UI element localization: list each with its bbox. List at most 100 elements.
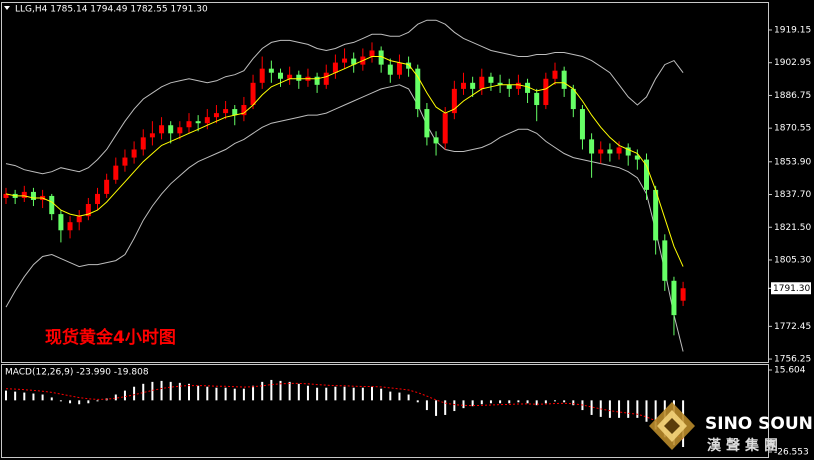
candle-body bbox=[442, 113, 448, 144]
macd-bar bbox=[178, 382, 181, 401]
candle-body bbox=[149, 133, 155, 138]
macd-bar bbox=[636, 400, 639, 418]
candle-body bbox=[579, 109, 585, 140]
macd-bar bbox=[252, 385, 255, 401]
macd-bar bbox=[325, 387, 328, 401]
macd-bar bbox=[32, 393, 35, 401]
macd-bar bbox=[306, 385, 309, 401]
candle-body bbox=[177, 127, 183, 134]
candle-body bbox=[415, 68, 421, 110]
macd-bar bbox=[142, 383, 145, 401]
chart-header: LLG,H4 1785.14 1794.49 1782.55 1791.30 bbox=[15, 5, 208, 15]
macd-bar bbox=[425, 400, 428, 411]
macd-bar bbox=[361, 387, 364, 401]
candle-body bbox=[534, 92, 540, 106]
macd-bar bbox=[59, 400, 62, 402]
macd-bar bbox=[627, 400, 630, 418]
macd-bar bbox=[380, 388, 383, 401]
y-tick-label: 1805.30 bbox=[774, 255, 811, 265]
macd-bar bbox=[654, 400, 657, 430]
macd-bar bbox=[471, 400, 474, 407]
candle-body bbox=[552, 70, 558, 79]
y-tick-label: 1870.55 bbox=[774, 124, 811, 134]
candle-body bbox=[671, 280, 677, 316]
candle-body bbox=[515, 82, 521, 89]
macd-bar bbox=[389, 391, 392, 401]
macd-bar bbox=[224, 387, 227, 401]
macd-bar bbox=[489, 400, 492, 404]
candle-body bbox=[122, 157, 128, 166]
candle-body bbox=[131, 149, 137, 158]
candle-body bbox=[76, 216, 82, 223]
candle-body bbox=[543, 78, 549, 106]
macd-panel-frame bbox=[1, 364, 769, 458]
macd-bar bbox=[435, 400, 438, 416]
macd-bar bbox=[444, 400, 447, 415]
candle-body bbox=[49, 195, 55, 215]
candle-body bbox=[223, 109, 229, 114]
candle-body bbox=[241, 105, 247, 116]
macd-bar bbox=[288, 381, 291, 401]
header-arrow bbox=[4, 6, 10, 10]
candle-body bbox=[314, 76, 320, 85]
candle-body bbox=[625, 147, 631, 156]
candle-body bbox=[570, 88, 576, 110]
candle-body bbox=[232, 109, 238, 116]
macd-bar bbox=[233, 388, 236, 401]
macd-bar bbox=[123, 390, 126, 401]
macd-bar bbox=[242, 388, 245, 401]
candle-body bbox=[140, 137, 146, 150]
candle-body bbox=[3, 193, 9, 198]
candle-body bbox=[58, 214, 64, 231]
y-tick-label: 1919.15 bbox=[774, 25, 811, 35]
candle-body bbox=[159, 125, 165, 134]
candle-body bbox=[213, 113, 219, 118]
macd-bar bbox=[535, 400, 538, 406]
macd-bar bbox=[453, 400, 456, 412]
candle-body bbox=[644, 159, 649, 190]
candle-body bbox=[479, 76, 485, 89]
macd-bar bbox=[197, 385, 200, 401]
macd-bar bbox=[215, 387, 218, 401]
macd-bar bbox=[69, 400, 72, 404]
candle-body bbox=[259, 68, 265, 83]
macd-bar bbox=[188, 383, 190, 401]
current-price-box bbox=[771, 282, 811, 295]
y-tick-label: -26.553 bbox=[774, 448, 809, 458]
candle-body bbox=[662, 240, 668, 281]
chart-title: 现货黄金4小时图 bbox=[45, 327, 176, 348]
candle-body bbox=[296, 74, 302, 81]
macd-bar bbox=[398, 392, 401, 401]
candle-body bbox=[616, 147, 622, 154]
macd-bar bbox=[618, 400, 621, 418]
macd-bar bbox=[41, 394, 44, 401]
candle-body bbox=[525, 82, 531, 93]
y-tick-label: 1772.45 bbox=[774, 322, 811, 332]
candle-body bbox=[461, 82, 466, 89]
macd-bar bbox=[261, 381, 264, 401]
macd-bar bbox=[96, 400, 99, 402]
macd-bar bbox=[334, 386, 337, 401]
candle-body bbox=[30, 191, 36, 200]
y-tick-label: 1853.90 bbox=[774, 157, 811, 167]
watermark-subtitle: 漢聲集團 bbox=[707, 437, 783, 454]
candle-body bbox=[278, 72, 283, 79]
macd-bar bbox=[14, 391, 17, 401]
macd-bar bbox=[151, 381, 154, 401]
y-tick-label: 1756.25 bbox=[774, 355, 811, 365]
macd-bar bbox=[645, 400, 648, 422]
candle-body bbox=[598, 149, 604, 154]
macd-bar bbox=[87, 400, 90, 404]
candle-body bbox=[378, 50, 384, 65]
candle-body bbox=[95, 193, 100, 205]
candle-body bbox=[21, 191, 27, 198]
candle-body bbox=[653, 189, 659, 241]
macd-bar bbox=[206, 386, 209, 401]
candle-body bbox=[369, 50, 375, 57]
candle-body bbox=[470, 82, 476, 89]
y-tick-label: 15.604 bbox=[774, 366, 806, 376]
macd-bar bbox=[462, 400, 465, 409]
candle-body bbox=[186, 121, 192, 128]
macd-bar bbox=[279, 380, 282, 401]
